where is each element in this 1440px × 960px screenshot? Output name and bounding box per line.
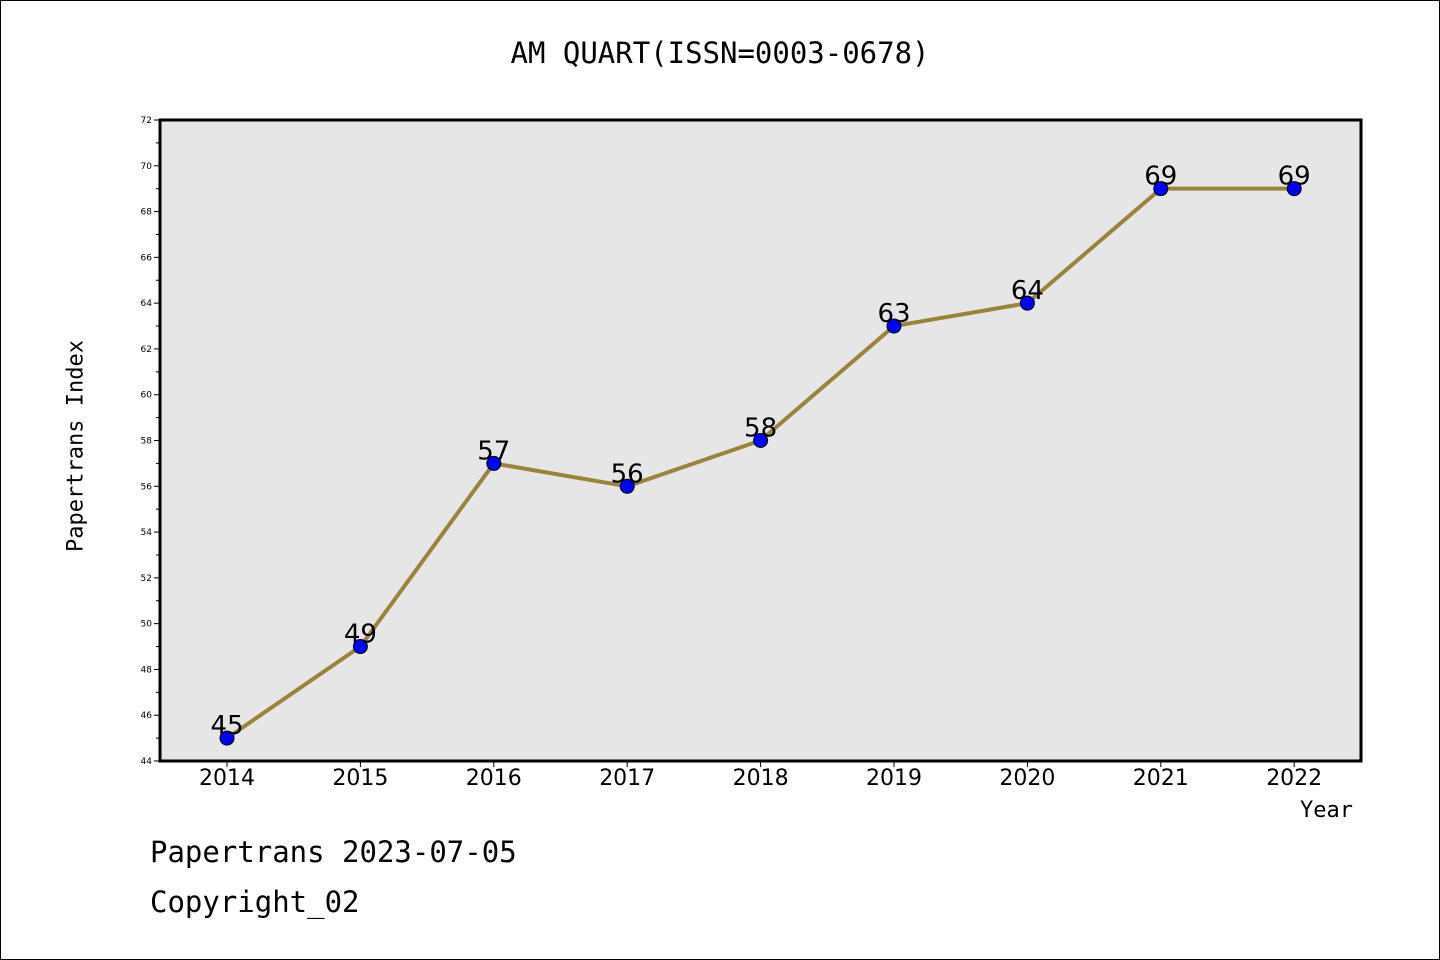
y-tick-label: 70 bbox=[141, 162, 153, 172]
data-point bbox=[619, 478, 635, 494]
y-tick-label: 54 bbox=[141, 528, 153, 538]
data-label: 49 bbox=[344, 620, 377, 650]
chart-title: AM QUART(ISSN=0003-0678) bbox=[510, 36, 930, 70]
x-tick-label: 2014 bbox=[199, 766, 255, 791]
data-label: 69 bbox=[1278, 162, 1311, 192]
data-point bbox=[1019, 295, 1035, 311]
y-tick-label: 72 bbox=[141, 116, 152, 126]
data-label: 64 bbox=[1011, 276, 1044, 306]
data-point bbox=[219, 730, 235, 746]
y-tick-label: 62 bbox=[141, 345, 152, 355]
y-tick-label: 58 bbox=[141, 437, 153, 447]
data-labels: 45 49 57 56 58 63 64 69 69 bbox=[210, 162, 1310, 741]
y-tick-label: 46 bbox=[141, 711, 153, 721]
x-tick-label: 2019 bbox=[866, 766, 922, 791]
y-tick-label: 50 bbox=[141, 620, 153, 630]
x-axis-label: Year bbox=[1300, 798, 1353, 823]
data-point bbox=[352, 639, 368, 655]
footer-date: Papertrans 2023-07-05 bbox=[150, 835, 517, 869]
footer-copyright: Copyright_02 bbox=[150, 885, 360, 919]
y-tick-label: 68 bbox=[141, 208, 153, 218]
data-label: 58 bbox=[744, 414, 777, 444]
y-tick-label: 48 bbox=[141, 665, 153, 675]
data-label: 63 bbox=[877, 299, 910, 329]
data-label: 56 bbox=[611, 459, 644, 489]
x-axis-ticks: 2014 2015 2016 2017 2018 2019 2020 2021 2022 bbox=[199, 761, 1322, 791]
y-tick-label: 52 bbox=[141, 574, 152, 584]
data-point bbox=[753, 433, 769, 448]
data-point bbox=[886, 318, 902, 334]
data-point bbox=[486, 455, 502, 471]
y-axis-ticks: 44 46 48 50 52 54 56 58 60 62 64 66 68 70 72 bbox=[141, 116, 160, 767]
x-tick-label: 2018 bbox=[733, 766, 789, 791]
x-tick-label: 2015 bbox=[332, 766, 388, 791]
data-point bbox=[1153, 181, 1169, 197]
x-tick-label: 2021 bbox=[1133, 766, 1189, 791]
y-tick-label: 56 bbox=[141, 482, 153, 492]
y-tick-label: 60 bbox=[141, 391, 153, 401]
y-tick-label: 44 bbox=[141, 757, 153, 767]
x-tick-label: 2016 bbox=[466, 766, 522, 791]
y-tick-label: 64 bbox=[141, 299, 153, 309]
data-label: 57 bbox=[477, 436, 510, 466]
data-label: 69 bbox=[1144, 162, 1177, 192]
y-tick-label: 66 bbox=[141, 253, 153, 263]
x-tick-label: 2020 bbox=[999, 766, 1055, 791]
data-point bbox=[1286, 181, 1302, 197]
data-points bbox=[219, 181, 1302, 746]
data-label: 45 bbox=[210, 711, 243, 741]
x-tick-label: 2017 bbox=[599, 766, 655, 791]
x-tick-label: 2022 bbox=[1266, 766, 1322, 791]
